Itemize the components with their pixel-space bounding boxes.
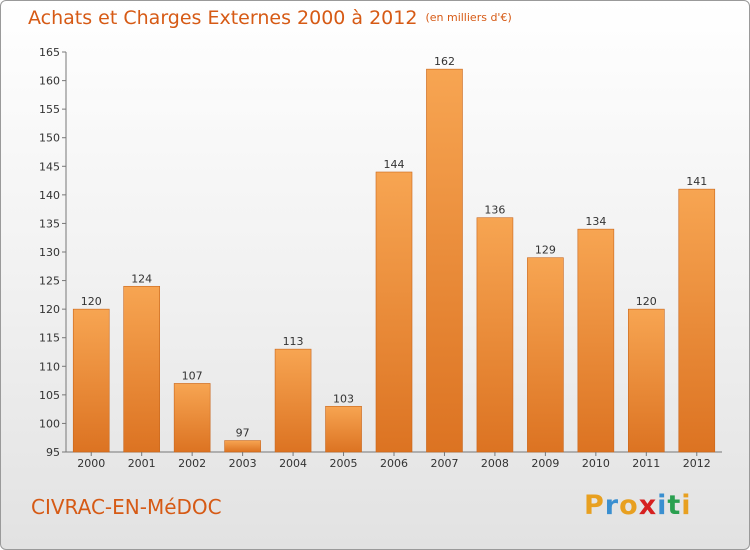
logo-letter: t	[667, 490, 682, 521]
bar	[72, 308, 110, 453]
bar	[123, 285, 160, 453]
x-tick-label: 2008	[481, 457, 509, 470]
chart-title-text: Achats et Charges Externes 2000 à 2012	[28, 7, 418, 29]
bar	[173, 383, 211, 453]
bar	[224, 440, 261, 453]
y-tick-label: 165	[39, 46, 60, 59]
bar-value-label: 103	[333, 392, 354, 405]
bar-value-label: 120	[636, 295, 657, 308]
y-tick-label: 110	[39, 360, 60, 373]
bar	[678, 188, 716, 453]
chart-title: Achats et Charges Externes 2000 à 2012 (e…	[28, 7, 512, 29]
x-tick-label: 2000	[77, 457, 105, 470]
chart-subtitle: (en milliers d'€)	[425, 11, 512, 24]
bar	[274, 348, 312, 453]
y-tick-label: 115	[39, 332, 60, 345]
y-tick-label: 160	[39, 75, 60, 88]
bar	[476, 217, 514, 453]
bar-value-label: 120	[81, 295, 102, 308]
bar	[375, 171, 413, 453]
logo-letter: i	[681, 490, 692, 521]
bar-value-label: 144	[384, 158, 405, 171]
x-tick-label: 2012	[683, 457, 711, 470]
logo-letter: x	[638, 490, 658, 521]
y-tick-label: 125	[39, 275, 60, 288]
commune-name: CIVRAC-EN-MéDOC	[31, 495, 222, 519]
bar	[527, 257, 564, 453]
x-tick-label: 2006	[380, 457, 408, 470]
y-tick-label: 120	[39, 303, 60, 316]
y-tick-label: 100	[39, 417, 60, 430]
logo-letter: r	[604, 490, 620, 521]
bar-value-label: 136	[484, 204, 505, 217]
bar-value-label: 113	[283, 335, 304, 348]
x-tick-label: 2001	[128, 457, 156, 470]
logo-letter: P	[584, 490, 605, 521]
y-tick-label: 155	[39, 103, 60, 116]
y-tick-label: 150	[39, 132, 60, 145]
bar-value-label: 107	[182, 369, 203, 382]
x-tick-label: 2003	[229, 457, 257, 470]
x-tick-label: 2009	[531, 457, 559, 470]
bar-value-label: 162	[434, 55, 455, 68]
bar-value-label: 97	[236, 427, 250, 440]
y-tick-label: 105	[39, 389, 60, 402]
y-tick-label: 145	[39, 160, 60, 173]
bar-value-label: 124	[131, 272, 152, 285]
y-tick-label: 135	[39, 217, 60, 230]
y-tick-label: 130	[39, 246, 60, 259]
bar-value-label: 129	[535, 244, 556, 257]
bar	[577, 228, 615, 453]
x-tick-label: 2005	[330, 457, 358, 470]
bar-value-label: 141	[686, 175, 707, 188]
y-tick-label: 95	[46, 446, 60, 459]
bar-value-label: 134	[585, 215, 606, 228]
x-tick-label: 2004	[279, 457, 307, 470]
bar	[325, 405, 362, 453]
y-tick-label: 140	[39, 189, 60, 202]
x-tick-label: 2007	[430, 457, 458, 470]
x-tick-label: 2011	[632, 457, 660, 470]
x-tick-label: 2010	[582, 457, 610, 470]
logo-letter: o	[619, 490, 639, 521]
bar	[628, 308, 665, 453]
x-tick-label: 2002	[178, 457, 206, 470]
logo-letter: i	[657, 490, 668, 521]
bar	[426, 68, 463, 453]
proxiti-logo: Proxiti	[584, 490, 692, 521]
